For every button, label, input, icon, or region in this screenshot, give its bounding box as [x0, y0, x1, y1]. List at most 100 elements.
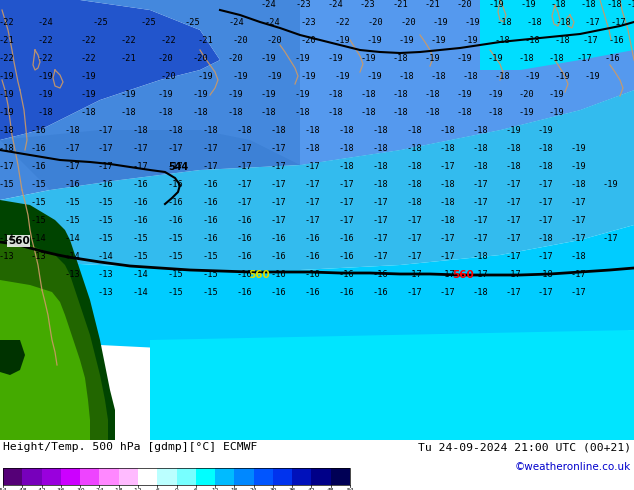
Text: -14: -14 [64, 251, 80, 261]
Bar [331, 468, 350, 485]
Text: -18: -18 [132, 125, 148, 134]
Text: -24: -24 [264, 18, 280, 26]
Text: -16: -16 [304, 288, 320, 296]
Text: -17: -17 [439, 288, 455, 296]
Text: -17: -17 [537, 197, 553, 206]
Text: -18: -18 [537, 234, 553, 243]
Bar [235, 468, 254, 485]
Text: -18: -18 [236, 125, 252, 134]
Text: -16: -16 [202, 179, 218, 189]
Text: -17: -17 [505, 288, 521, 296]
Text: -23: -23 [359, 0, 375, 8]
Text: -21: -21 [0, 35, 14, 45]
Text: -18: -18 [570, 251, 586, 261]
Text: -19: -19 [0, 107, 14, 117]
Text: -16: -16 [608, 35, 624, 45]
Text: -18: -18 [227, 107, 243, 117]
Text: -19: -19 [192, 90, 208, 98]
Text: -18: -18 [120, 107, 136, 117]
Text: 42: 42 [307, 488, 315, 490]
Text: -19: -19 [570, 144, 586, 152]
Polygon shape [0, 130, 300, 190]
Text: -17: -17 [537, 288, 553, 296]
Text: -16: -16 [270, 270, 286, 278]
Text: -18: -18 [505, 144, 521, 152]
Text: -19: -19 [327, 53, 343, 63]
Text: -20: -20 [157, 53, 173, 63]
Text: -17: -17 [610, 18, 626, 26]
Text: -20: -20 [518, 90, 534, 98]
Text: -17: -17 [505, 234, 521, 243]
Text: -18: -18 [548, 53, 564, 63]
Text: -19: -19 [554, 72, 570, 80]
Text: -48: -48 [18, 488, 27, 490]
Text: -19: -19 [456, 53, 472, 63]
Text: -19: -19 [197, 72, 213, 80]
Text: -18: -18 [439, 197, 455, 206]
Bar [273, 468, 292, 485]
Text: -18: -18 [167, 125, 183, 134]
Text: -14: -14 [132, 270, 148, 278]
Text: -17: -17 [236, 144, 252, 152]
Text: -20: -20 [232, 35, 248, 45]
Text: -19: -19 [456, 90, 472, 98]
Text: -18: -18 [392, 53, 408, 63]
Text: -19: -19 [294, 90, 310, 98]
Text: -16: -16 [338, 288, 354, 296]
Text: -21: -21 [120, 53, 136, 63]
Text: -18: -18 [0, 144, 14, 152]
Text: -15: -15 [97, 234, 113, 243]
Text: -17: -17 [64, 144, 80, 152]
Text: -16: -16 [167, 216, 183, 224]
Text: -22: -22 [0, 18, 14, 26]
Text: -22: -22 [120, 35, 136, 45]
Text: -16: -16 [604, 53, 620, 63]
Text: -16: -16 [236, 270, 252, 278]
Text: -19: -19 [430, 35, 446, 45]
Text: -18: -18 [570, 179, 586, 189]
Text: -17: -17 [132, 144, 148, 152]
Text: -15: -15 [167, 270, 183, 278]
Text: -17: -17 [372, 251, 388, 261]
Text: -19: -19 [37, 90, 53, 98]
Text: -14: -14 [0, 234, 14, 243]
Text: -17: -17 [304, 216, 320, 224]
Text: -18: -18 [392, 107, 408, 117]
Text: -17: -17 [97, 144, 113, 152]
Text: -17: -17 [270, 179, 286, 189]
Text: -17: -17 [202, 144, 218, 152]
Bar [3, 468, 22, 485]
Text: -25: -25 [92, 18, 108, 26]
Text: -19: -19 [80, 90, 96, 98]
Text: -18: -18 [372, 144, 388, 152]
Text: -17: -17 [472, 179, 488, 189]
Text: -16: -16 [372, 270, 388, 278]
Text: -18: -18 [192, 107, 208, 117]
Text: -16: -16 [304, 234, 320, 243]
Text: -18: -18 [537, 162, 553, 171]
Text: 30: 30 [269, 488, 276, 490]
Text: -17: -17 [132, 162, 148, 171]
Bar [196, 468, 215, 485]
Text: -18: -18 [472, 288, 488, 296]
Text: -17: -17 [472, 270, 488, 278]
Text: -19: -19 [487, 90, 503, 98]
Text: -54: -54 [0, 488, 8, 490]
Bar [138, 468, 157, 485]
Text: -20: -20 [300, 35, 316, 45]
Text: -19: -19 [520, 0, 536, 8]
Text: -20: -20 [367, 18, 383, 26]
Text: -15: -15 [132, 251, 148, 261]
Text: -25: -25 [184, 18, 200, 26]
Text: -15: -15 [30, 216, 46, 224]
Text: -18: -18 [64, 125, 80, 134]
Text: -18: -18 [526, 18, 542, 26]
Text: -14: -14 [97, 251, 113, 261]
Text: Tu 24-09-2024 21:00 UTC (00+21): Tu 24-09-2024 21:00 UTC (00+21) [418, 442, 631, 452]
Polygon shape [150, 330, 634, 440]
Text: -22: -22 [80, 35, 96, 45]
Text: -19: -19 [0, 72, 14, 80]
Text: -19: -19 [487, 53, 503, 63]
Text: 544: 544 [168, 162, 188, 172]
Text: -15: -15 [97, 216, 113, 224]
